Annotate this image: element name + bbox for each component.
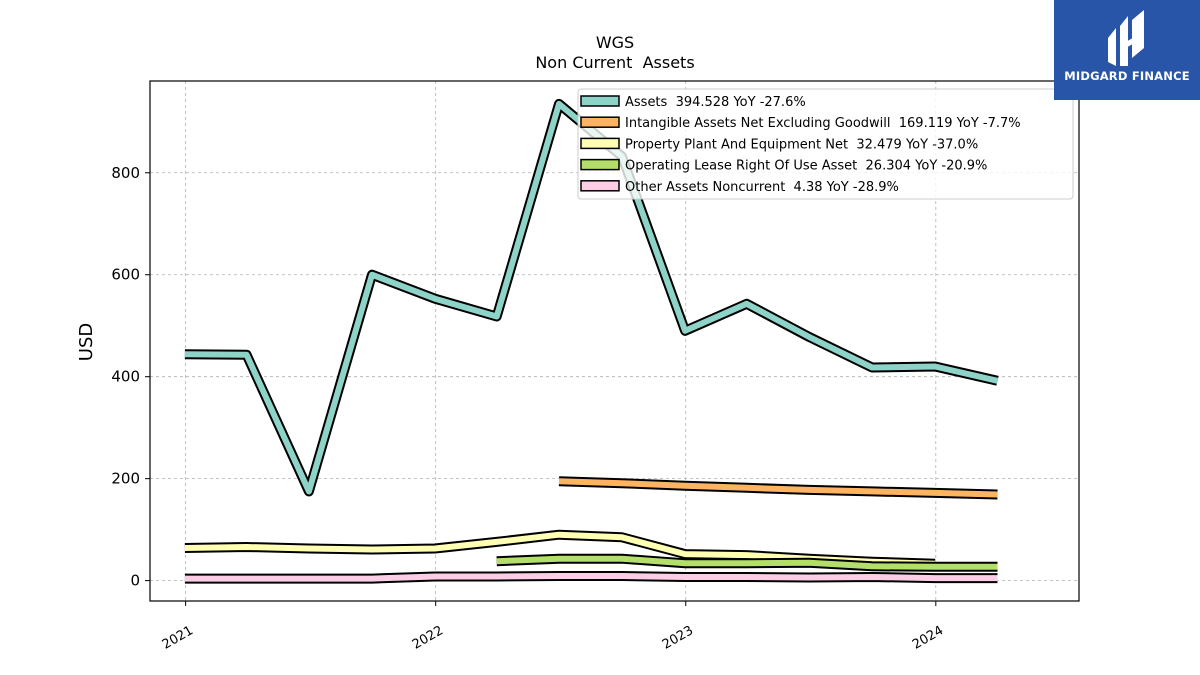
brand-logo: MIDGARD FINANCE (1054, 0, 1200, 100)
legend-swatch (580, 158, 620, 171)
series-line-other-assets-noncurrent (184, 573, 998, 582)
y-tick-label: 0 (130, 572, 140, 590)
legend-entry: Operating Lease Right Of Use Asset 26.30… (625, 159, 987, 174)
x-tick-label: 2021 (160, 623, 196, 653)
y-tick-label: 800 (111, 164, 140, 182)
chart-title: WGS (596, 33, 634, 52)
legend-swatch (580, 180, 620, 192)
logo-text: MIDGARD FINANCE (1064, 69, 1190, 83)
series-line-intangible-assets-net-excluding-goodwill (558, 478, 998, 498)
plot-frame (149, 80, 1080, 602)
legend-swatch (580, 95, 620, 107)
legend-entry: Other Assets Noncurrent 4.38 YoY -28.9% (625, 180, 899, 195)
y-axis-label: USD (76, 323, 97, 361)
legend-box (577, 88, 1074, 200)
y-tick-label: 400 (111, 368, 140, 386)
legend: Assets 394.528 YoY -27.6% Intangible Asse… (577, 88, 1074, 200)
legend-entry: Intangible Assets Net Excluding Goodwill… (625, 116, 1021, 131)
y-tick-label: 600 (111, 266, 140, 284)
legend-entry: Assets 394.528 YoY -27.6% (625, 95, 806, 110)
y-tick-label: 200 (111, 470, 140, 488)
x-tick-label: 2023 (660, 623, 696, 653)
chart-subtitle: Non Current Assets (535, 53, 694, 72)
legend-swatch (580, 116, 620, 128)
legend-entry: Property Plant And Equipment Net 32.479 … (625, 137, 978, 152)
x-tick-label: 2024 (910, 623, 946, 653)
midgard-logo-icon (1108, 10, 1144, 66)
series-lines (184, 98, 999, 584)
legend-swatch (580, 137, 620, 150)
x-tick-label: 2022 (410, 623, 446, 653)
series-line-operating-lease-right-of-use-asset (496, 555, 998, 570)
